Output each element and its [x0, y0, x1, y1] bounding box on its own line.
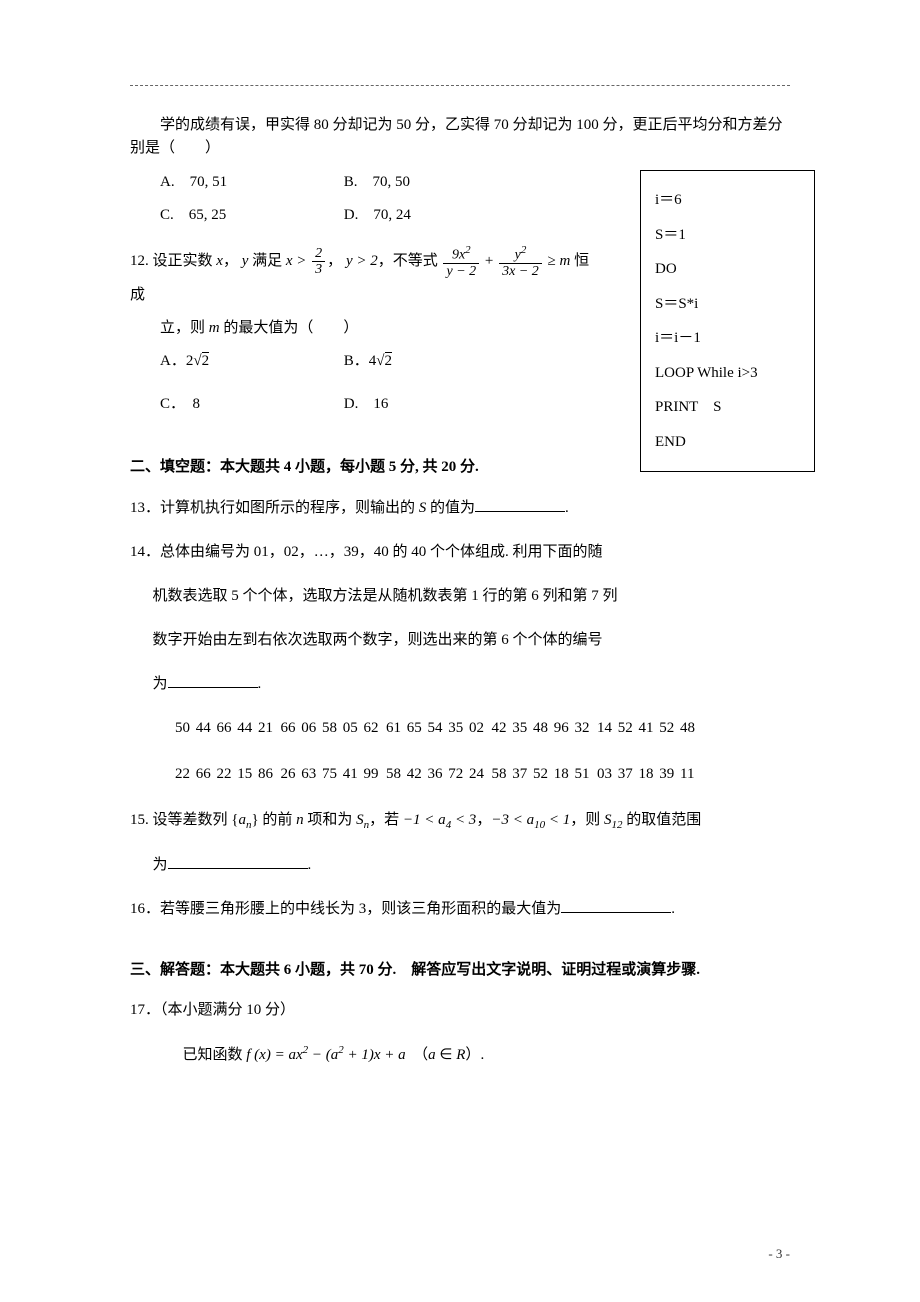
page-container: 学的成绩有误，甲实得 80 分却记为 50 分，乙实得 70 分却记为 100 …	[0, 0, 920, 1070]
q12-mid1: ，	[223, 253, 238, 269]
q14-l2: 机数表选取 5 个个体，选取方法是从随机数表第 1 行的第 6 列和第 7 列	[153, 581, 791, 611]
code-l5: i＝i－1	[655, 321, 800, 356]
q12-opt-a-label: A．	[160, 353, 186, 369]
q13-text: 13．计算机执行如图所示的程序，则输出的 S 的值为	[130, 500, 475, 516]
q14-l1: 14．总体由编号为 01，02，…，39，40 的 40 个个体组成. 利用下面…	[130, 537, 790, 567]
q15-line2: 为.	[153, 850, 791, 880]
q15-prefix: 15. 设等差数列 {	[130, 812, 238, 828]
q13-line: 13．计算机执行如图所示的程序，则输出的 S 的值为.	[130, 493, 790, 523]
q17-l1: 17．（本小题满分 10 分）	[130, 995, 790, 1025]
q15-m4: ，	[476, 812, 491, 828]
q12-frac-2-3: 23	[312, 246, 325, 278]
q12-prefix: 12. 设正实数	[130, 253, 216, 269]
q15-l2-prefix: 为	[153, 857, 168, 873]
code-l3: DO	[655, 252, 800, 287]
q12-var-x: x	[216, 253, 223, 269]
q12-opt-b: B．4√2	[344, 345, 524, 378]
q11-opt-d: D. 70, 24	[344, 204, 524, 227]
q17-l2-suffix: .	[480, 1047, 484, 1063]
q15-m2: 项和为	[304, 812, 357, 828]
q12-mid4: ，不等式	[378, 253, 438, 269]
q12-plus: +	[485, 253, 497, 269]
q12-ineq2: y > 2	[346, 253, 378, 269]
q12-opt-c: C． 8	[160, 388, 340, 421]
q15-m3: ，若	[369, 812, 403, 828]
code-l7: PRINT S	[655, 390, 800, 425]
q14-l4-suffix: .	[258, 676, 262, 692]
page-number: - 3 -	[768, 1246, 790, 1262]
pseudocode-box: i＝6 S＝1 DO S＝S*i i＝i－1 LOOP While i>3 PR…	[640, 170, 815, 472]
q14-l4: 为.	[153, 669, 791, 699]
q15-cond2: −3 < a10 < 1	[491, 812, 570, 828]
q17-domain: （a ∈ R）	[413, 1047, 480, 1063]
q14-l3: 数字开始由左到右依次选取两个数字，则选出来的第 6 个个体的编号	[153, 625, 791, 655]
q15-m5: ，则	[570, 812, 604, 828]
q17-l2: 已知函数 f (x) = ax2 − (a2 + 1)x + a （a ∈ R）…	[183, 1039, 791, 1070]
q12-opt-b-label: B．	[344, 353, 369, 369]
code-l2: S＝1	[655, 218, 800, 253]
q16-suffix: .	[671, 901, 675, 917]
q12-mid5: 恒	[574, 253, 589, 269]
q12-ineq1: x >	[286, 253, 310, 269]
q11-opt-a: A. 70, 51	[160, 171, 340, 194]
q14-blank	[168, 673, 258, 688]
code-l8: END	[655, 425, 800, 460]
q15-m6: 的取值范围	[622, 812, 701, 828]
q15-sn: Sn	[356, 812, 369, 828]
q12-ge-m: ≥ m	[548, 253, 571, 269]
q12-mid2: 满足	[248, 253, 286, 269]
q12-mid3: ，	[327, 253, 342, 269]
q15-m1: } 的前	[251, 812, 296, 828]
q12-frac2: y23x − 2	[499, 244, 542, 279]
q15-an: an	[238, 812, 251, 828]
header-dashline	[130, 85, 790, 86]
q15-line1: 15. 设等差数列 {an} 的前 n 项和为 Sn，若 −1 < a4 < 3…	[130, 805, 790, 836]
q15-n: n	[296, 812, 304, 828]
random-table-row2: 22 66 22 15 86 26 63 75 41 99 58 42 36 7…	[175, 759, 790, 789]
q15-s12: S12	[604, 812, 623, 828]
q17-func: f (x) = ax2 − (a2 + 1)x + a	[246, 1047, 405, 1063]
q15-blank	[168, 854, 308, 869]
q14-l4-prefix: 为	[153, 676, 168, 692]
q16-prefix: 16．若等腰三角形腰上的中线长为 3，则该三角形面积的最大值为	[130, 901, 561, 917]
random-table-row1: 50 44 66 44 21 66 06 58 05 62 61 65 54 3…	[175, 713, 790, 743]
code-l6: LOOP While i>3	[655, 356, 800, 391]
q12-frac1: 9x2y − 2	[443, 244, 479, 279]
q12-opt-d: D. 16	[344, 388, 524, 421]
q11-opt-c: C. 65, 25	[160, 204, 340, 227]
section3-title: 三、解答题：本大题共 6 小题，共 70 分. 解答应写出文字说明、证明过程或演…	[130, 959, 790, 982]
q13-end: .	[565, 500, 569, 516]
code-l4: S＝S*i	[655, 287, 800, 322]
code-l1: i＝6	[655, 183, 800, 218]
q15-cond1: −1 < a4 < 3	[403, 812, 476, 828]
q12-opt-a: A．2√2	[160, 345, 340, 378]
q16-line: 16．若等腰三角形腰上的中线长为 3，则该三角形面积的最大值为.	[130, 894, 790, 924]
q11-stem: 学的成绩有误，甲实得 80 分却记为 50 分，乙实得 70 分却记为 100 …	[130, 114, 790, 159]
q13-blank	[475, 497, 565, 512]
q11-opt-b: B. 70, 50	[344, 171, 524, 194]
q16-blank	[561, 898, 671, 913]
q17-l2-prefix: 已知函数	[183, 1047, 247, 1063]
q15-l2-suffix: .	[308, 857, 312, 873]
